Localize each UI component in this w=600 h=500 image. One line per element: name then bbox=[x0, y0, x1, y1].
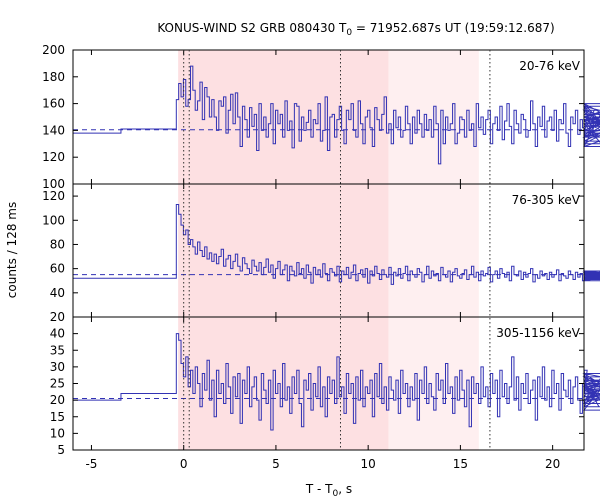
y-tick-label: 160 bbox=[42, 97, 65, 111]
y-tick-label: 10 bbox=[50, 426, 65, 440]
x-tick-labels: -5 0 5 10 15 20 bbox=[85, 457, 560, 471]
x-tick-label: 0 bbox=[180, 457, 188, 471]
energy-band-label: 76-305 keV bbox=[512, 193, 581, 207]
y-tick-label: 100 bbox=[42, 213, 65, 227]
y-tick-label: 40 bbox=[50, 327, 65, 341]
chart-title: KONUS-WIND S2 GRB 080430 T0 = 71952.687s… bbox=[157, 21, 554, 38]
y-tick-label: 120 bbox=[42, 189, 65, 203]
x-tick-label: 15 bbox=[453, 457, 468, 471]
y-tick-label: 25 bbox=[50, 377, 65, 391]
y-tick-label: 140 bbox=[42, 123, 65, 137]
y-tick-label: 100 bbox=[42, 177, 65, 191]
energy-band-label: 305-1156 keV bbox=[496, 326, 580, 340]
light-curve-series bbox=[73, 333, 600, 431]
y-tick-label: 35 bbox=[50, 343, 65, 357]
panel-3: 5 10 15 20 25 30 35 40 305-1156 keV bbox=[50, 316, 600, 457]
x-tick-label: 10 bbox=[361, 457, 376, 471]
x-tick-label: -5 bbox=[85, 457, 97, 471]
y-tick-label: 200 bbox=[42, 43, 65, 57]
y-tick-label: 20 bbox=[50, 393, 65, 407]
x-tick-label: 20 bbox=[545, 457, 560, 471]
light-curve-series bbox=[73, 65, 600, 165]
vertical-markers bbox=[183, 50, 491, 450]
y-axis-label: counts / 128 ms bbox=[5, 202, 19, 298]
y-tick-label: 80 bbox=[50, 237, 65, 251]
y-tick-label: 180 bbox=[42, 70, 65, 84]
y-tick-label: 40 bbox=[50, 286, 65, 300]
y-tick-label: 20 bbox=[50, 310, 65, 324]
panel-1: 100 120 140 160 180 200 20-76 keV bbox=[42, 43, 600, 191]
y-tick-label: 60 bbox=[50, 262, 65, 276]
x-tick-label: 5 bbox=[272, 457, 280, 471]
y-tick-label: 120 bbox=[42, 150, 65, 164]
energy-band-label: 20-76 keV bbox=[519, 59, 581, 73]
x-axis-label: T - T0, s bbox=[305, 482, 352, 499]
y-tick-label: 5 bbox=[57, 443, 65, 457]
light-curve-series bbox=[73, 204, 600, 285]
panel-2: 20 40 60 80 100 120 76-305 keV bbox=[42, 183, 600, 324]
y-tick-label: 15 bbox=[50, 410, 65, 424]
y-tick-label: 30 bbox=[50, 360, 65, 374]
